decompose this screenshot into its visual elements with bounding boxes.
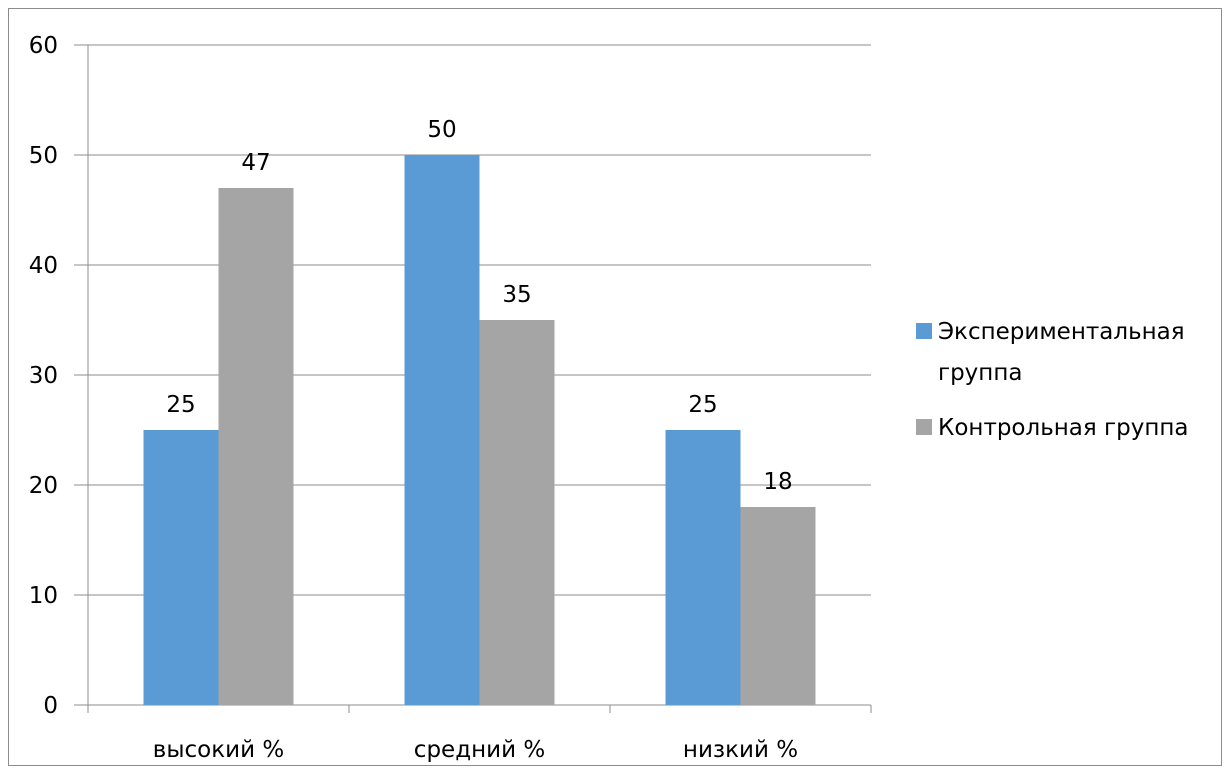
y-tick-label: 60: [29, 33, 58, 59]
y-tick-label: 20: [29, 473, 58, 499]
bar: [479, 320, 555, 705]
data-label: 35: [502, 282, 531, 308]
x-axis-category-labels: высокий % средний % низкий %: [153, 737, 798, 763]
legend: Экспериментальная группа Контрольная групп…: [916, 319, 1189, 441]
bar: [665, 430, 741, 705]
legend-swatch: [916, 323, 932, 339]
bar: [143, 430, 219, 705]
data-label: 25: [688, 392, 717, 418]
bar: [404, 155, 480, 705]
y-tick-label: 50: [29, 143, 58, 169]
data-label: 50: [427, 117, 456, 143]
data-label: 18: [763, 469, 792, 495]
bar: [218, 188, 294, 705]
y-tick-label: 30: [29, 363, 58, 389]
y-tick-label: 0: [43, 693, 58, 719]
data-label: 47: [241, 150, 270, 176]
data-label: 25: [166, 392, 195, 418]
x-category-label: высокий %: [153, 737, 284, 763]
y-axis-tick-labels: 0 10 20 30 40 50 60: [29, 33, 58, 719]
bars: [143, 155, 816, 705]
y-tick-label: 10: [29, 583, 58, 609]
legend-swatch: [916, 419, 932, 435]
bar: [740, 507, 816, 705]
data-labels: 25 47 50 35 25 18: [166, 117, 792, 495]
legend-label: Экспериментальная: [938, 319, 1185, 345]
legend-label: группа: [938, 360, 1022, 386]
x-category-label: низкий %: [683, 737, 798, 763]
legend-label: Контрольная группа: [938, 415, 1189, 441]
y-tick-label: 40: [29, 253, 58, 279]
x-category-label: средний %: [414, 737, 545, 763]
